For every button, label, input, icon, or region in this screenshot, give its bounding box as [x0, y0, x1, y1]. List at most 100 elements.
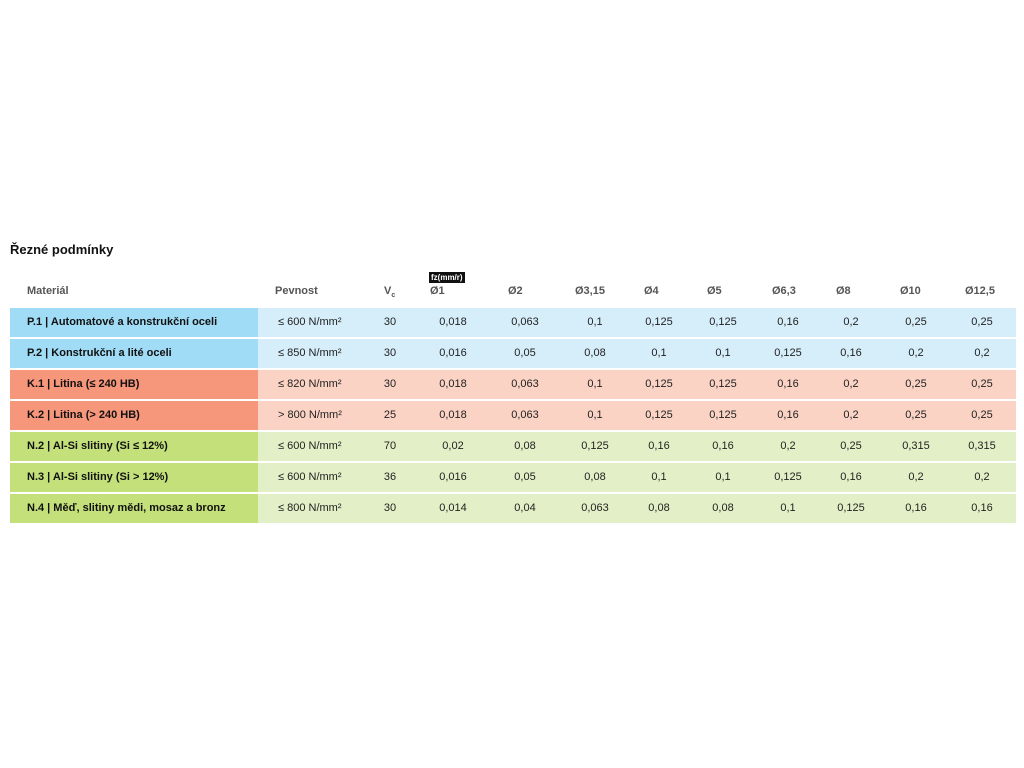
value-cell: 0,16 [840, 347, 862, 359]
column-header: Ø2 [508, 285, 523, 297]
value-cell: 0,125 [709, 409, 737, 421]
value-cell: 25 [383, 409, 397, 421]
value-cell: ≤ 600 N/mm² [278, 316, 342, 328]
value-cell: 0,25 [971, 316, 993, 328]
material-cell: K.2 | Litina (> 240 HB) [27, 409, 140, 421]
row-tint [258, 401, 1016, 430]
value-cell: 0,16 [648, 440, 670, 452]
value-cell: 0,16 [777, 409, 799, 421]
value-cell: 36 [383, 471, 397, 483]
value-cell: 0,16 [905, 502, 927, 514]
row-accent [10, 463, 258, 492]
value-cell: 0,08 [648, 502, 670, 514]
value-cell: 0,1 [587, 378, 603, 390]
value-cell: 30 [383, 378, 397, 390]
value-cell: 0,25 [905, 378, 927, 390]
value-cell: ≤ 850 N/mm² [278, 347, 342, 359]
row-accent [10, 308, 258, 337]
value-cell: 0,2 [908, 347, 924, 359]
value-cell: 0,018 [439, 378, 467, 390]
value-cell: 0,16 [777, 378, 799, 390]
value-cell: 0,315 [902, 440, 930, 452]
value-cell: 0,2 [974, 471, 990, 483]
value-cell: 0,25 [971, 378, 993, 390]
value-cell: 0,25 [971, 409, 993, 421]
column-header: Vc [384, 285, 395, 299]
material-cell: N.2 | Al-Si slitiny (Si ≤ 12%) [27, 440, 168, 452]
column-header: Ø8 [836, 285, 851, 297]
value-cell: 0,016 [439, 471, 467, 483]
column-header: Materiál [27, 285, 69, 297]
value-cell: 0,08 [584, 471, 606, 483]
value-cell: 0,16 [712, 440, 734, 452]
value-cell: 0,125 [645, 378, 673, 390]
material-cell: K.1 | Litina (≤ 240 HB) [27, 378, 140, 390]
row-tint [258, 308, 1016, 337]
row-tint [258, 463, 1016, 492]
value-cell: 0,04 [514, 502, 536, 514]
value-cell: ≤ 820 N/mm² [278, 378, 342, 390]
value-cell: 0,2 [843, 316, 859, 328]
value-cell: 0,125 [645, 316, 673, 328]
value-cell: 0,125 [645, 409, 673, 421]
value-cell: 0,1 [651, 347, 667, 359]
value-cell: 0,125 [837, 502, 865, 514]
value-cell: 0,125 [774, 347, 802, 359]
value-cell: 70 [383, 440, 397, 452]
column-header: Pevnost [275, 285, 318, 297]
value-cell: 0,1 [587, 409, 603, 421]
material-cell: N.3 | Al-Si slitiny (Si > 12%) [27, 471, 169, 483]
value-cell: 0,25 [905, 316, 927, 328]
row-accent [10, 339, 258, 368]
row-tint [258, 339, 1016, 368]
material-cell: N.4 | Měď, slitiny mědi, mosaz a bronz [27, 502, 226, 514]
value-cell: 0,1 [715, 471, 731, 483]
value-cell: 0,2 [843, 409, 859, 421]
value-cell: 0,063 [511, 409, 539, 421]
value-cell: ≤ 800 N/mm² [278, 502, 342, 514]
value-cell: 0,02 [442, 440, 464, 452]
value-cell: 0,125 [709, 378, 737, 390]
column-header: Ø6,3 [772, 285, 796, 297]
row-accent [10, 401, 258, 430]
value-cell: 0,08 [514, 440, 536, 452]
material-cell: P.2 | Konstrukční a lité oceli [27, 347, 172, 359]
value-cell: 0,125 [709, 316, 737, 328]
section-title: Řezné podmínky [10, 242, 114, 257]
value-cell: 0,25 [905, 409, 927, 421]
value-cell: 0,08 [712, 502, 734, 514]
fz-label: fz(mm/r) [429, 272, 465, 283]
value-cell: 0,08 [584, 347, 606, 359]
value-cell: 0,25 [840, 440, 862, 452]
value-cell: 0,063 [581, 502, 609, 514]
column-header: Ø12,5 [965, 285, 995, 297]
row-tint [258, 370, 1016, 399]
value-cell: 0,1 [587, 316, 603, 328]
value-cell: 0,016 [439, 347, 467, 359]
value-cell: 0,1 [780, 502, 796, 514]
value-cell: 0,16 [971, 502, 993, 514]
value-cell: 0,063 [511, 316, 539, 328]
column-header: Ø10 [900, 285, 921, 297]
value-cell: 0,018 [439, 316, 467, 328]
value-cell: 30 [383, 502, 397, 514]
value-cell: 0,2 [908, 471, 924, 483]
header-sub: c [391, 292, 396, 300]
row-accent [10, 432, 258, 461]
value-cell: ≤ 600 N/mm² [278, 471, 342, 483]
value-cell: 0,315 [968, 440, 996, 452]
value-cell: 0,018 [439, 409, 467, 421]
value-cell: 0,16 [840, 471, 862, 483]
value-cell: ≤ 600 N/mm² [278, 440, 342, 452]
row-tint [258, 494, 1016, 523]
row-accent [10, 494, 258, 523]
value-cell: 0,16 [777, 316, 799, 328]
value-cell: 0,125 [581, 440, 609, 452]
row-tint [258, 432, 1016, 461]
value-cell: 30 [383, 316, 397, 328]
value-cell: 0,063 [511, 378, 539, 390]
value-cell: 0,2 [974, 347, 990, 359]
column-header: Ø3,15 [575, 285, 605, 297]
value-cell: 0,05 [514, 471, 536, 483]
